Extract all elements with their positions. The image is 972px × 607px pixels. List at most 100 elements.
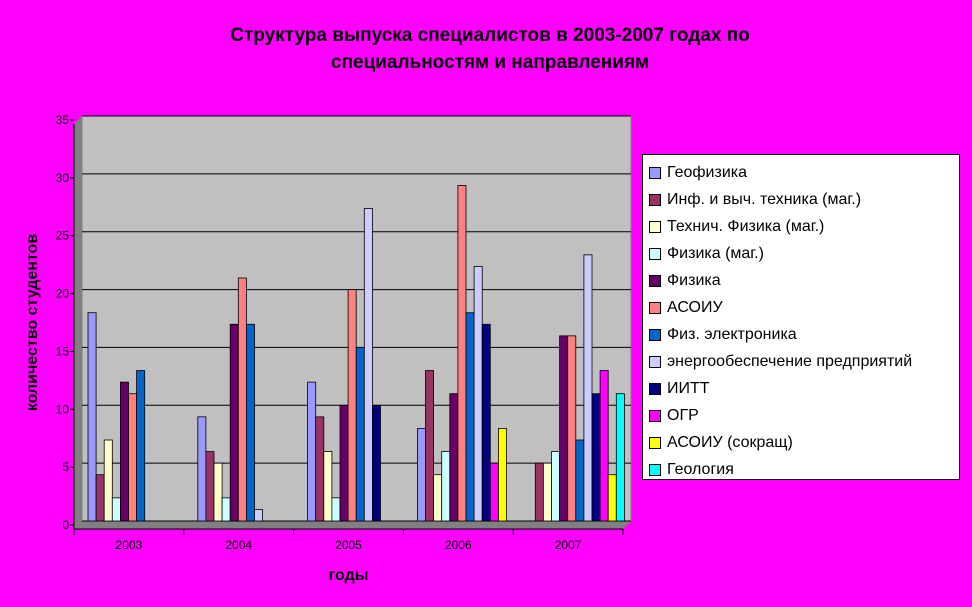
y-tick-label: 35 (56, 113, 70, 127)
legend-item: АСОИУ (643, 294, 959, 321)
bar (347, 289, 357, 522)
bar (128, 393, 138, 522)
legend-swatch (649, 328, 661, 341)
x-tick-label: 2005 (335, 538, 362, 552)
bar (355, 347, 365, 522)
bar (95, 474, 105, 522)
legend-item: ОГР (643, 402, 959, 429)
bar (583, 254, 593, 522)
x-axis-title: годы (329, 567, 369, 584)
bar (567, 335, 577, 522)
chart-legend: Геофизика Инф. и выч. техника (маг.) Техни… (642, 154, 960, 480)
bar (307, 381, 317, 522)
legend-label: Технич. Физика (маг.) (667, 217, 825, 235)
legend-label: энергообеспечение предприятий (667, 352, 913, 370)
x-tick-label: 2004 (225, 538, 252, 552)
legend-label: Инф. и выч. техника (маг.) (667, 190, 862, 208)
bar (575, 439, 585, 522)
bar (425, 370, 435, 522)
legend-item: Физика (643, 267, 959, 294)
legend-label: Геология (667, 460, 734, 478)
bar (103, 439, 113, 522)
legend-label: Физика (667, 271, 721, 289)
bar (371, 404, 381, 522)
legend-swatch (649, 193, 661, 206)
bar (441, 451, 451, 522)
legend-label: Физика (маг.) (667, 244, 764, 262)
legend-label: АСОИУ (667, 298, 723, 316)
y-axis-title: количество студентов (24, 234, 41, 411)
bar (551, 451, 561, 522)
bar (221, 497, 231, 522)
y-tick-label: 20 (56, 287, 70, 301)
bar (363, 208, 373, 522)
bar (237, 277, 247, 522)
legend-item: Технич. Физика (маг.) (643, 213, 959, 240)
bar (465, 312, 475, 522)
bar (315, 416, 325, 522)
legend-label: Физ. электроника (667, 325, 797, 343)
bar (543, 462, 552, 522)
bar (197, 416, 207, 522)
chart-title: Структура выпуска специалистов в 2003-20… (150, 22, 830, 76)
legend-label: Геофизика (667, 163, 748, 181)
legend-item: Геофизика (643, 159, 959, 186)
bar (245, 323, 255, 522)
bar (497, 428, 507, 522)
y-tick-label: 30 (56, 171, 70, 185)
y-tick-label: 15 (56, 344, 70, 358)
legend-swatch (649, 301, 661, 314)
legend-item: ИИТТ (643, 375, 959, 402)
legend-swatch (649, 436, 661, 449)
bar (559, 335, 569, 522)
bar (120, 381, 129, 522)
chart-title-line-1: Структура выпуска специалистов в 2003-20… (230, 25, 750, 46)
bar (591, 393, 601, 522)
bar (615, 393, 625, 522)
legend-item: Физ. электроника (643, 321, 959, 348)
x-tick-label: 2007 (555, 538, 582, 552)
bar (481, 323, 491, 522)
legend-label: ОГР (667, 406, 699, 424)
bar (111, 497, 121, 522)
bar (136, 370, 146, 522)
legend-item: Физика (маг.) (643, 240, 959, 267)
plot-side-wall (74, 116, 82, 529)
legend-label: ИИТТ (667, 379, 710, 397)
bar (607, 474, 617, 522)
bar (323, 451, 333, 522)
bar (433, 474, 443, 522)
legend-swatch (649, 382, 661, 395)
legend-swatch (649, 247, 661, 260)
y-tick-label: 5 (62, 460, 69, 474)
legend-swatch (649, 274, 661, 287)
legend-item: энергообеспечение предприятий (643, 348, 959, 375)
bar (213, 462, 223, 522)
y-tick-label: 10 (56, 402, 70, 416)
legend-item: Геология (643, 456, 959, 483)
x-tick-label: 2003 (116, 538, 143, 552)
bar (205, 451, 215, 522)
bar (599, 370, 609, 522)
legend-swatch (649, 409, 661, 422)
bar (416, 428, 426, 522)
bar (489, 462, 499, 522)
y-tick-label: 25 (56, 229, 70, 243)
bar (87, 312, 97, 522)
bar (457, 185, 467, 522)
bar (339, 404, 349, 522)
legend-label: АСОИУ (сокращ) (667, 433, 793, 451)
bar (534, 462, 544, 522)
plot-floor (74, 521, 631, 529)
legend-item: АСОИУ (сокращ) (643, 429, 959, 456)
x-tick-label: 2006 (445, 538, 472, 552)
legend-swatch (649, 220, 661, 233)
legend-swatch (649, 355, 661, 368)
bar (331, 497, 341, 522)
bar (254, 509, 264, 522)
legend-swatch (649, 166, 661, 179)
chart-title-line-2: специальностям и направлениям (330, 52, 650, 73)
legend-swatch (649, 463, 661, 476)
y-tick-label: 0 (62, 518, 69, 532)
